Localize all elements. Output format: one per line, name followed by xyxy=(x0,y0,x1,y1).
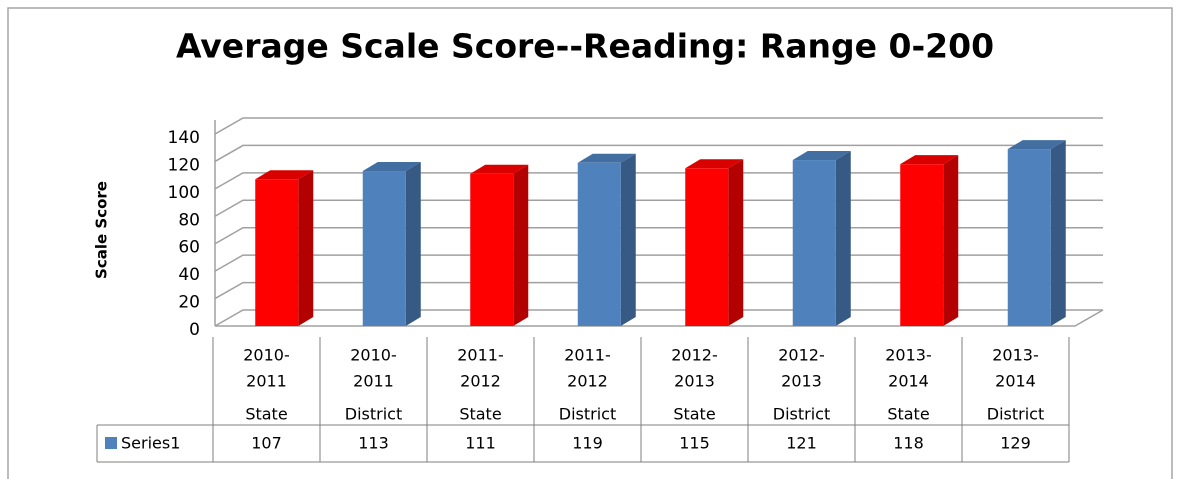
category-label: 2011- xyxy=(457,346,504,365)
category-label: 2010- xyxy=(350,346,397,365)
bar-side xyxy=(943,155,959,326)
bar xyxy=(470,173,514,326)
subcategory-label: District xyxy=(559,405,616,424)
bar xyxy=(362,171,406,326)
subcategory-label: State xyxy=(245,405,287,424)
bar xyxy=(900,164,944,326)
category-label: 2010- xyxy=(243,346,290,365)
table-value: 121 xyxy=(786,434,817,453)
bar-top xyxy=(685,159,744,169)
category-label: 2014 xyxy=(888,372,929,391)
category-label: 2012 xyxy=(460,372,501,391)
subcategory-label: District xyxy=(345,405,402,424)
bar-side xyxy=(728,159,744,326)
y-tick-label: 0 xyxy=(189,320,200,340)
y-tick-label: 120 xyxy=(168,155,200,175)
category-label: 2011 xyxy=(353,372,394,391)
bar-side xyxy=(513,164,529,326)
bar-side xyxy=(835,151,851,326)
y-axis-label: Scale Score xyxy=(93,181,111,279)
bar-top xyxy=(1007,140,1066,150)
bar-side xyxy=(405,162,421,326)
bar-side xyxy=(620,153,636,326)
bar xyxy=(1007,149,1051,326)
bar-top xyxy=(577,153,636,163)
table-value: 107 xyxy=(251,434,282,453)
y-tick-label: 100 xyxy=(168,183,200,203)
category-label: 2011- xyxy=(564,346,611,365)
subcategory-label: District xyxy=(987,405,1044,424)
y-tick-label: 40 xyxy=(178,265,200,285)
category-label: 2013 xyxy=(674,372,715,391)
category-label: 2013- xyxy=(885,346,932,365)
category-label: 2013- xyxy=(992,346,1039,365)
grid-line xyxy=(214,117,1103,135)
y-tick-label: 20 xyxy=(178,293,200,313)
bar-top xyxy=(255,170,314,180)
table-value: 118 xyxy=(893,434,924,453)
table-value: 119 xyxy=(572,434,603,453)
category-label: 2011 xyxy=(246,372,287,391)
subcategory-label: State xyxy=(887,405,929,424)
category-label: 2012- xyxy=(671,346,718,365)
bar xyxy=(255,179,299,326)
category-label: 2014 xyxy=(995,372,1036,391)
y-tick-label: 60 xyxy=(178,238,200,258)
category-label: 2012 xyxy=(567,372,608,391)
bar xyxy=(685,168,729,326)
y-tick-label: 140 xyxy=(168,128,200,148)
bar-top xyxy=(792,151,851,161)
grid-line xyxy=(214,144,1103,163)
bar-side xyxy=(1050,140,1066,326)
subcategory-label: State xyxy=(459,405,501,424)
y-tick-label: 80 xyxy=(178,210,200,230)
bar-side xyxy=(298,170,314,326)
subcategory-label: State xyxy=(673,405,715,424)
subcategory-label: District xyxy=(773,405,830,424)
bar-top xyxy=(900,155,959,165)
table-value: 129 xyxy=(1000,434,1031,453)
table-value: 111 xyxy=(465,434,496,453)
table-value: 115 xyxy=(679,434,710,453)
chart-title: Average Scale Score--Reading: Range 0-20… xyxy=(176,27,994,66)
bar-top xyxy=(470,164,529,174)
table-value: 113 xyxy=(358,434,389,453)
category-label: 2013 xyxy=(781,372,822,391)
legend-label: Series1 xyxy=(121,434,180,453)
bar xyxy=(792,160,836,326)
bar-top xyxy=(362,162,421,172)
bar xyxy=(577,162,621,326)
category-label: 2012- xyxy=(778,346,825,365)
legend-key xyxy=(105,437,117,449)
